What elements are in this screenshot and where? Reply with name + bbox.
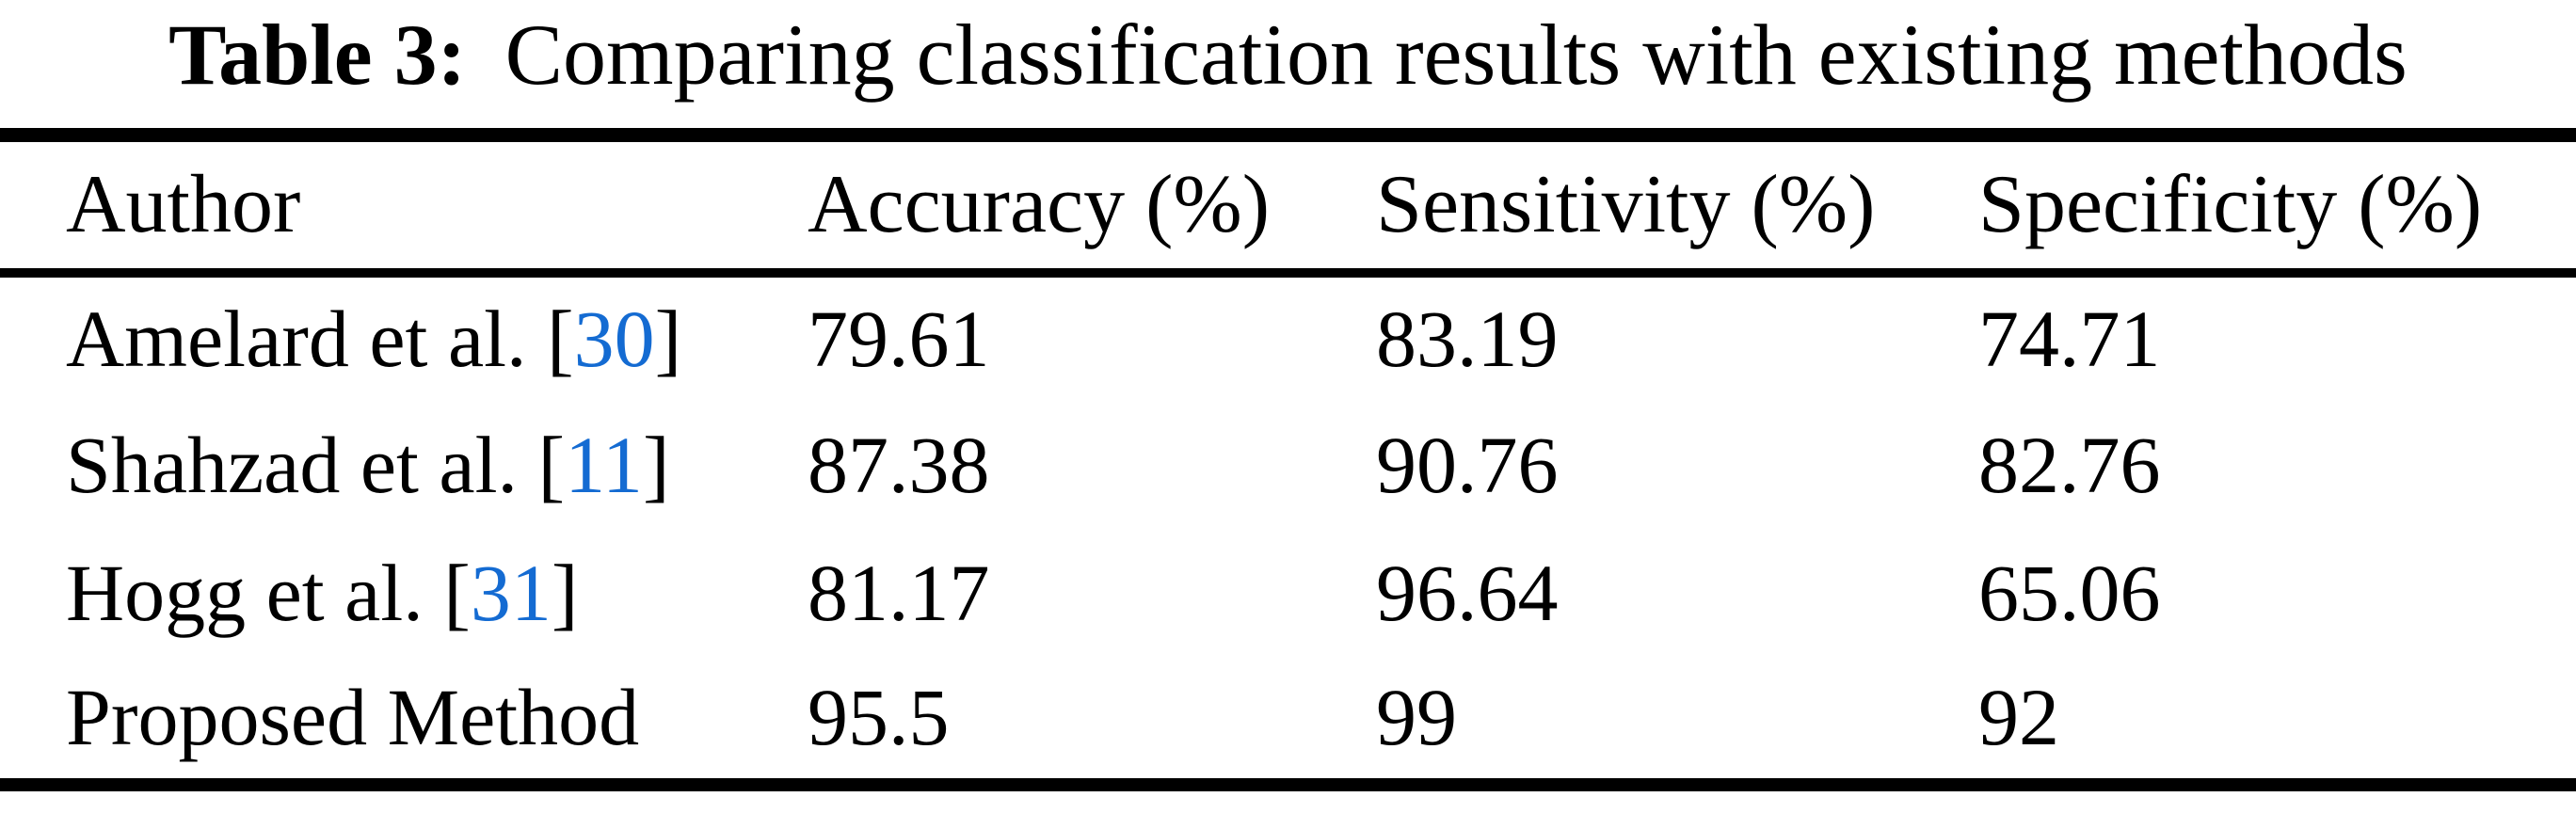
citation-bracket-open: [ <box>443 547 471 638</box>
citation-bracket-open: [ <box>547 294 574 384</box>
results-table: Author Accuracy (%) Sensitivity (%) Spec… <box>0 128 2576 791</box>
author-name: Shahzad et al. <box>66 419 538 510</box>
author-name: Amelard et al. <box>66 294 548 384</box>
caption-label: Table 3: <box>168 7 467 103</box>
accuracy-cell: 79.61 <box>808 294 990 384</box>
citation-bracket-close: ] <box>551 547 579 638</box>
citation-link[interactable]: 30 <box>573 294 655 384</box>
caption-text: Comparing classification results with ex… <box>504 7 2408 103</box>
sensitivity-cell: 90.76 <box>1376 419 1559 510</box>
column-header-specificity: Specificity (%) <box>1978 135 2576 278</box>
specificity-cell: 65.06 <box>1978 547 2161 638</box>
column-header-author: Author <box>0 135 808 278</box>
author-cell: Shahzad et al. [11] <box>0 401 808 529</box>
author-name: Proposed Method <box>66 672 640 762</box>
citation-bracket-close: ] <box>654 294 682 384</box>
column-header-sensitivity: Sensitivity (%) <box>1376 135 1978 278</box>
citation-bracket-open: [ <box>537 419 566 510</box>
accuracy-cell: 87.38 <box>808 419 990 510</box>
author-name: Hogg et al. <box>66 547 444 638</box>
specificity-cell: 82.76 <box>1978 419 2161 510</box>
sensitivity-cell: 99 <box>1376 672 1457 762</box>
specificity-cell: 92 <box>1978 672 2059 762</box>
header-row: Author Accuracy (%) Sensitivity (%) Spec… <box>0 135 2576 278</box>
sensitivity-cell: 96.64 <box>1376 547 1559 638</box>
sensitivity-cell: 83.19 <box>1376 294 1559 384</box>
column-header-accuracy: Accuracy (%) <box>808 135 1376 278</box>
citation-link[interactable]: 11 <box>565 419 643 510</box>
table-row: Hogg et al. [31] 81.17 96.64 65.06 <box>0 529 2576 657</box>
citation-bracket-close: ] <box>642 419 670 510</box>
citation-link[interactable]: 31 <box>470 547 552 638</box>
table-row: Amelard et al. [30] 79.61 83.19 74.71 <box>0 273 2576 401</box>
author-cell: Hogg et al. [31] <box>0 529 808 657</box>
accuracy-cell: 81.17 <box>808 547 990 638</box>
table-row: Shahzad et al. [11] 87.38 90.76 82.76 <box>0 401 2576 529</box>
accuracy-cell: 95.5 <box>808 672 950 762</box>
table-row: Proposed Method 95.5 99 92 <box>0 657 2576 785</box>
author-cell: Proposed Method <box>0 657 808 785</box>
specificity-cell: 74.71 <box>1978 294 2161 384</box>
table-caption: Table 3: Comparing classification results… <box>0 0 2576 109</box>
author-cell: Amelard et al. [30] <box>0 273 808 401</box>
